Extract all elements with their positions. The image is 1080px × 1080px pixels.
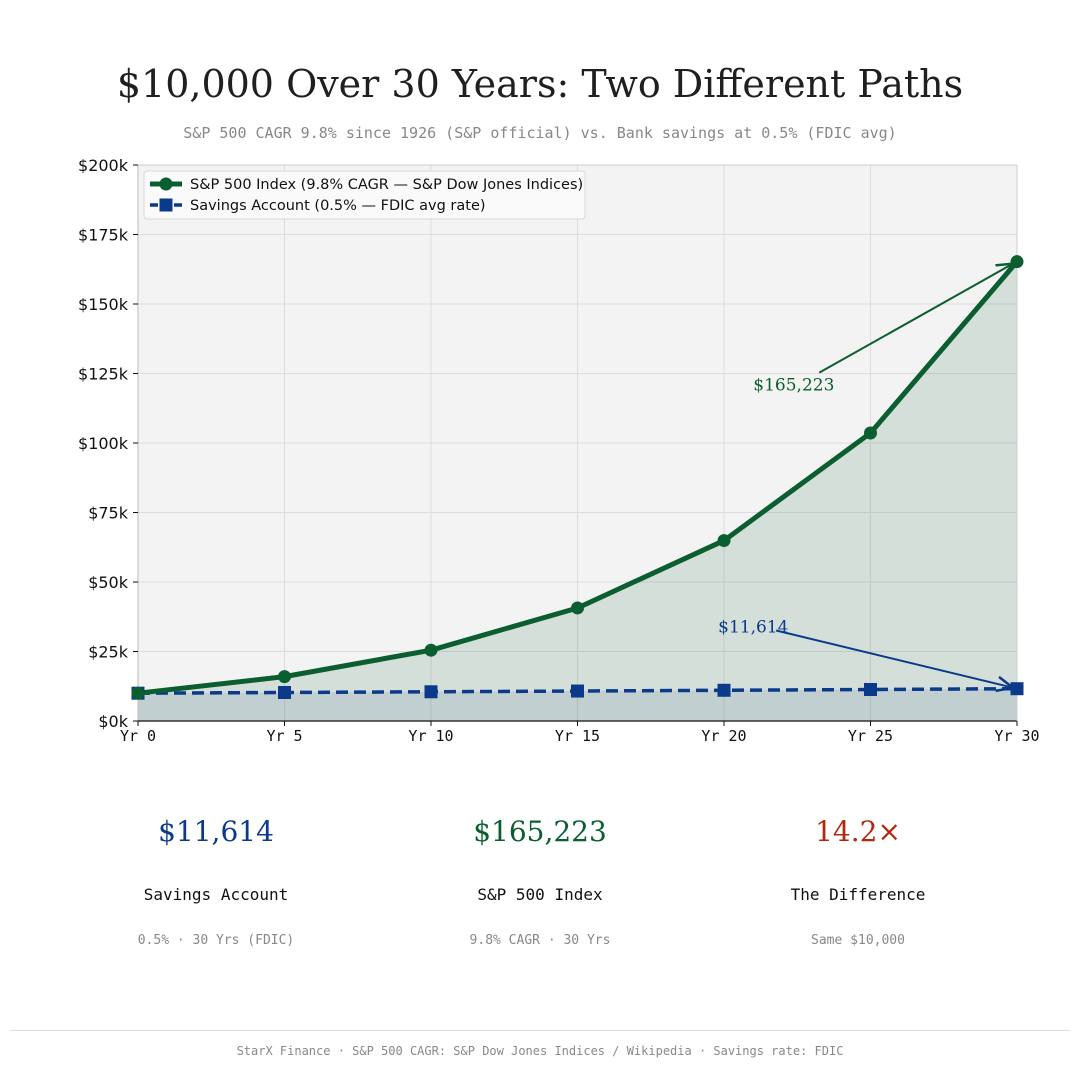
- y-tick-label: $175k: [78, 226, 129, 245]
- sp500-data-point: [131, 686, 145, 700]
- stat-savings-value: $11,614: [158, 815, 274, 848]
- savings-data-point: [571, 684, 584, 698]
- y-tick-label: $75k: [88, 504, 129, 523]
- y-tick-label: $0k: [98, 712, 128, 731]
- sp500-data-point: [1010, 255, 1024, 269]
- savings-data-point: [864, 683, 877, 697]
- sp500-data-point: [424, 643, 438, 657]
- stat-sp500-value: $165,223: [473, 815, 607, 848]
- sp500-data-point: [278, 670, 291, 684]
- footer-credits: StarX Finance · S&P 500 CAGR: S&P Dow Jo…: [236, 1044, 844, 1058]
- stat-sp500-sub: 9.8% CAGR · 30 Yrs: [469, 933, 611, 948]
- x-tick-label: Yr 5: [266, 727, 302, 745]
- legend-label-sp500: S&P 500 Index (9.8% CAGR — S&P Dow Jones…: [190, 177, 583, 193]
- x-tick-label: Yr 0: [120, 727, 156, 745]
- legend-box: [143, 170, 586, 220]
- x-tick-label: Yr 15: [555, 727, 600, 745]
- stat-savings-sub: 0.5% · 30 Yrs (FDIC): [137, 933, 295, 948]
- stat-difference-label: The Difference: [790, 885, 926, 904]
- y-tick-label: $100k: [78, 434, 129, 453]
- stat-sp500-label: S&P 500 Index: [477, 885, 603, 904]
- legend-label-savings: Savings Account (0.5% — FDIC avg rate): [190, 198, 486, 214]
- chart-title: $10,000 Over 30 Years: Two Different Pat…: [116, 62, 964, 106]
- savings-data-point: [717, 683, 731, 697]
- y-tick-label: $50k: [88, 573, 129, 592]
- sp500-data-point: [864, 426, 877, 440]
- annotation-arrow: [775, 629, 1013, 687]
- y-tick-label: $125k: [78, 365, 129, 384]
- y-tick-label: $25k: [88, 643, 129, 662]
- sp500-area-fill: [138, 261, 1017, 721]
- y-tick-label: $200k: [78, 156, 129, 175]
- stat-difference-sub: Same $10,000: [811, 933, 905, 948]
- savings-area-fill: [138, 688, 1017, 721]
- savings-data-point: [424, 685, 438, 699]
- legend-marker-savings: [159, 198, 173, 212]
- x-tick-label: Yr 30: [994, 727, 1039, 745]
- annotation-label: $165,223: [753, 376, 834, 396]
- stat-difference-value: 14.2×: [815, 815, 901, 848]
- annotation-label: $11,614: [718, 617, 788, 637]
- line-chart: $0k $25k $50k $75k $100k $125k $150k $175k $200k…: [78, 156, 1040, 745]
- sp500-data-point: [717, 534, 731, 548]
- savings-data-point: [1010, 682, 1024, 696]
- savings-data-point: [278, 685, 291, 699]
- x-tick-label: Yr 20: [701, 727, 746, 745]
- x-tick-label: Yr 10: [408, 727, 453, 745]
- x-tick-label: Yr 25: [848, 727, 893, 745]
- y-tick-label: $150k: [78, 295, 129, 314]
- stat-savings-label: Savings Account: [143, 885, 289, 904]
- sp500-data-point: [571, 601, 584, 615]
- annotation-arrow: [818, 264, 1013, 374]
- chart-subtitle: S&P 500 CAGR 9.8% since 1926 (S&P offici…: [183, 124, 897, 142]
- legend-marker-sp500: [159, 177, 173, 191]
- chart-legend: S&P 500 Index (9.8% CAGR — S&P Dow Jones…: [143, 170, 586, 220]
- footer-divider: [10, 1030, 1070, 1031]
